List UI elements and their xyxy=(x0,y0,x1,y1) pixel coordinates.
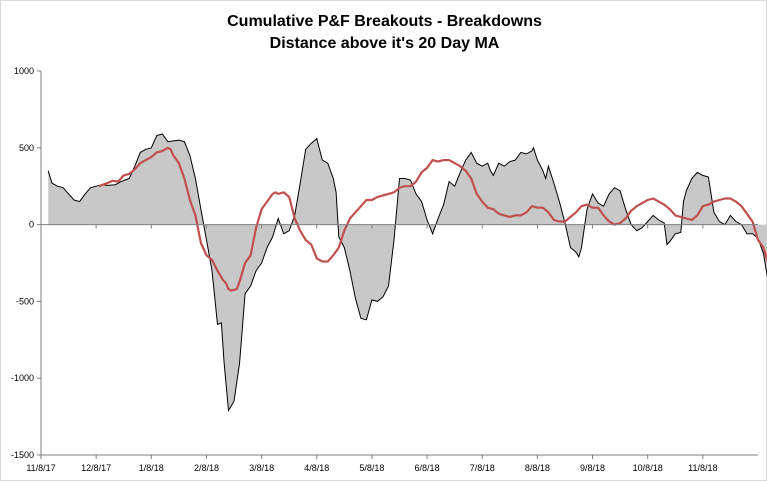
y-tick-label: 500 xyxy=(19,143,34,153)
y-tick-label: -1500 xyxy=(11,450,34,460)
x-tick-label: 7/8/18 xyxy=(470,463,495,473)
y-tick-label: 0 xyxy=(29,220,34,230)
x-tick-label: 8/8/18 xyxy=(525,463,550,473)
x-tick-label: 1/8/18 xyxy=(139,463,164,473)
x-tick-label: 2/8/18 xyxy=(194,463,219,473)
x-tick-label: 10/8/18 xyxy=(633,463,663,473)
x-tick-label: 6/8/18 xyxy=(415,463,440,473)
x-tick-label: 9/8/18 xyxy=(580,463,605,473)
chart-subtitle: Distance above it's 20 Day MA xyxy=(269,35,500,52)
y-tick-label: 1000 xyxy=(14,66,34,76)
x-tick-label: 12/8/17 xyxy=(81,463,111,473)
x-tick-label: 4/8/18 xyxy=(304,463,329,473)
area-fill xyxy=(48,134,767,411)
x-tick-label: 11/8/17 xyxy=(26,463,55,473)
area-line xyxy=(47,133,767,413)
x-tick-label: 11/8/18 xyxy=(688,463,717,473)
x-tick-label: 5/8/18 xyxy=(359,463,384,473)
y-tick-label: -500 xyxy=(16,296,34,306)
y-tick-label: -1000 xyxy=(11,373,34,383)
ma-line xyxy=(98,146,767,292)
chart-title: Cumulative P&F Breakouts - Breakdowns xyxy=(227,13,542,30)
x-tick-label: 3/8/18 xyxy=(249,463,274,473)
